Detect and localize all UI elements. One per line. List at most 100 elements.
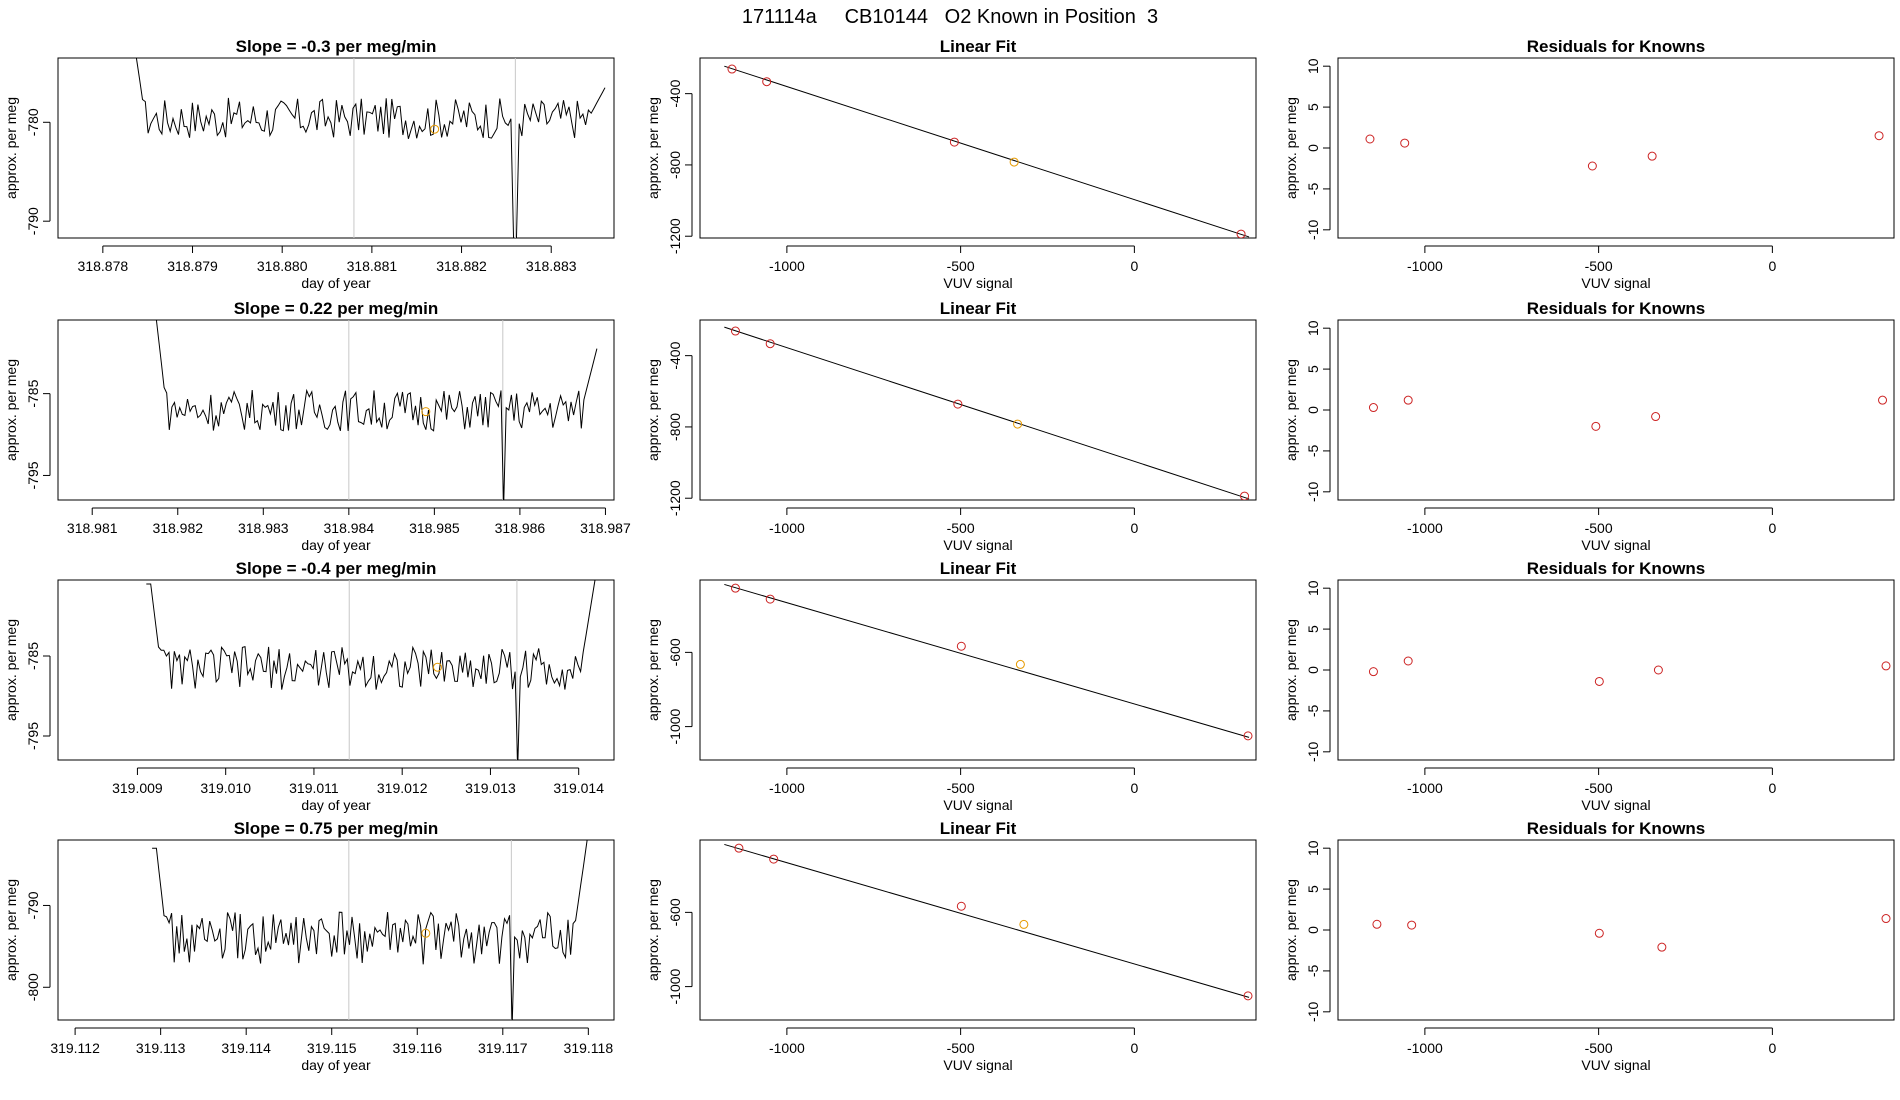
y-tick-label: -785 [25,642,41,670]
fit-line [724,326,1250,500]
plot-frame [699,579,1257,761]
y-tick-label: 10 [1305,840,1321,856]
x-tick-label: 318.982 [152,520,203,536]
x-tick-label: 318.981 [67,520,118,536]
y-tick-label: -800 [667,413,683,441]
chart-title: Linear Fit [940,37,1017,56]
data-point [1881,661,1891,671]
data-point [953,399,963,409]
chart-title: Residuals for Knowns [1527,559,1706,578]
data-point [727,64,737,74]
chart-panel-7: Slope = -0.4 per meg/min 319.009 319.010 31… [3,559,615,813]
data-point [1591,421,1601,431]
x-axis-label: day of year [301,275,371,291]
y-tick-label: -800 [667,151,683,179]
data-point [730,583,740,593]
x-tick-label: -500 [1585,1040,1613,1056]
chart-title: Slope = -0.3 per meg/min [236,37,437,56]
y-tick-label: -780 [25,108,41,136]
data-point [734,843,744,853]
data-point [1243,731,1253,741]
x-tick-label: 318.878 [78,258,129,274]
x-tick-label: -500 [1585,258,1613,274]
x-axis-label: VUV signal [1581,1057,1650,1073]
plot-frame [57,57,615,239]
page-title: 171114a CB10144 O2 Known in Position 3 [741,6,1159,28]
data-point [1407,920,1417,930]
data-point [1653,665,1663,675]
y-tick-label: 0 [1305,666,1321,674]
x-axis-label: VUV signal [1581,537,1650,553]
chart-panel-2: Linear Fit -1000 -500 0 VUV signal -400 -800 -1… [645,37,1257,291]
plot-content [1365,131,1884,171]
data-point [1013,419,1023,429]
x-axis-label: VUV signal [943,1057,1012,1073]
data-point [1009,157,1019,167]
y-axis-label: approx. per meg [1283,97,1299,199]
y-tick-label: 5 [1305,885,1321,893]
y-tick-label: -790 [25,207,41,235]
x-tick-label: -1000 [769,258,805,274]
y-axis-label: approx. per meg [645,97,661,199]
series-line [152,840,588,1020]
x-tick-label: 318.987 [580,520,631,536]
x-axis-label: day of year [301,537,371,553]
y-tick-label: -5 [1305,182,1321,195]
series-line [135,58,606,238]
chart-title: Linear Fit [940,559,1017,578]
x-tick-label: 319.114 [221,1040,271,1056]
y-tick-label: -5 [1305,444,1321,457]
x-tick-label: -500 [947,1040,975,1056]
x-axis-label: day of year [301,797,371,813]
chart-title: Slope = 0.22 per meg/min [234,299,439,318]
chart-title: Slope = -0.4 per meg/min [236,559,437,578]
data-point [949,137,959,147]
fit-line [724,843,1250,998]
plot-frame [1337,319,1895,501]
x-axis-label: VUV signal [943,797,1012,813]
data-point [1015,659,1025,669]
data-point [1372,919,1382,929]
data-point [1368,667,1378,677]
x-axis-label: VUV signal [1581,797,1650,813]
x-tick-label: 318.882 [436,258,487,274]
plot-content [724,583,1253,741]
y-tick-label: -400 [667,341,683,369]
x-tick-label: 319.010 [200,780,251,796]
x-tick-label: 318.983 [238,520,289,536]
chart-panel-6: Residuals for Knowns -1000 -500 0 VUV signal… [1283,299,1895,553]
highlight-point [432,662,442,672]
plot-content [1368,656,1891,686]
x-tick-label: 318.984 [324,520,375,536]
x-tick-label: -1000 [1407,780,1443,796]
chart-title: Linear Fit [940,819,1017,838]
chart-panel-9: Residuals for Knowns -1000 -500 0 VUV signal… [1283,559,1895,813]
chart-panel-10: Slope = 0.75 per meg/min 319.112 319.113 31… [3,819,615,1073]
plot-content [135,58,606,238]
plot-content [724,64,1250,238]
data-point [1019,919,1029,929]
y-tick-label: 10 [1305,580,1321,596]
x-tick-label: 0 [1130,1040,1138,1056]
y-tick-label: -400 [667,79,683,107]
data-point [1240,491,1250,500]
chart-title: Residuals for Knowns [1527,819,1706,838]
chart-panel-4: Slope = 0.22 per meg/min 318.981 318.982 31… [3,299,631,553]
y-tick-label: -600 [667,898,683,926]
y-tick-label: -785 [25,379,41,407]
data-point [1403,656,1413,666]
chart-panel-11: Linear Fit -1000 -500 0 VUV signal -600 -1000 a… [645,819,1257,1073]
x-tick-label: 0 [1130,780,1138,796]
y-tick-label: -795 [25,461,41,489]
y-axis-label: approx. per meg [3,359,19,461]
data-point [1651,412,1661,422]
data-point [769,854,779,864]
plot-content [152,840,588,1020]
y-tick-label: 10 [1305,320,1321,336]
x-tick-label: -500 [947,258,975,274]
y-axis-label: approx. per meg [1283,619,1299,721]
y-tick-label: -10 [1305,219,1321,239]
plot-content [1368,395,1888,431]
data-point [1881,914,1891,924]
